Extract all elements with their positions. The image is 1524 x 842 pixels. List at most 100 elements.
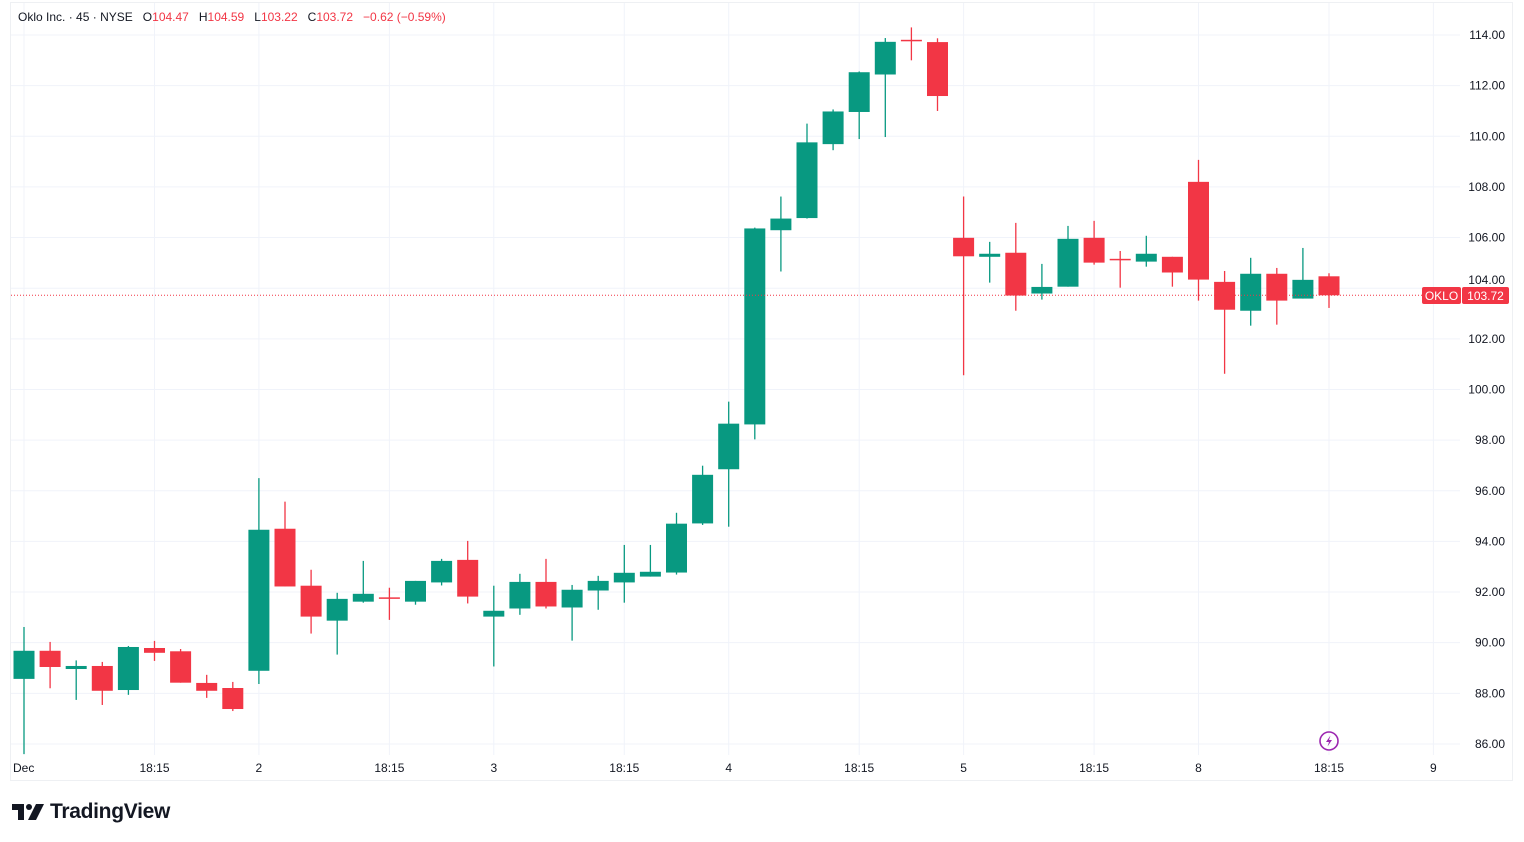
candle <box>613 544 635 603</box>
symbol-tag-bg <box>1422 287 1461 304</box>
change-value: −0.62 (−0.59%) <box>363 10 446 24</box>
last-price-tag: OKLO 103.72 <box>1422 287 1509 304</box>
x-tick-label: 18:15 <box>374 761 404 775</box>
candle <box>1109 250 1131 288</box>
open-value: 104.47 <box>152 10 189 24</box>
candle-body <box>979 253 1001 257</box>
candle <box>509 573 531 615</box>
candle <box>65 660 87 700</box>
x-tick-label: 18:15 <box>1314 761 1344 775</box>
candle <box>222 681 244 712</box>
close-label: C <box>307 10 317 24</box>
price-tag-bg <box>1462 287 1509 304</box>
y-tick-label: 86.00 <box>1475 737 1505 751</box>
price-tag: 103.72 <box>1467 289 1504 303</box>
candle <box>561 584 583 641</box>
candle-body <box>1240 273 1262 311</box>
candle-body <box>1031 286 1053 294</box>
x-tick-label: 18:15 <box>844 761 874 775</box>
x-tick-label: 2 <box>256 761 263 775</box>
x-tick-label: 18:15 <box>1079 761 1109 775</box>
exchange: NYSE <box>100 10 133 24</box>
x-tick-label: 18:15 <box>609 761 639 775</box>
candle <box>1161 256 1183 287</box>
candle <box>196 674 218 698</box>
candle-body <box>248 529 270 671</box>
candle <box>483 585 505 667</box>
candle-body <box>848 72 870 112</box>
brand-name: TradingView <box>50 800 171 823</box>
candle-body <box>953 237 975 257</box>
candle-body <box>561 589 583 608</box>
high-value: 104.59 <box>207 10 245 24</box>
candle-body <box>457 559 479 597</box>
candle-body <box>222 688 244 710</box>
x-tick-label: 18:15 <box>139 761 169 775</box>
y-tick-label: 114.00 <box>1469 28 1505 42</box>
close-value: 103.72 <box>316 10 354 24</box>
x-tick-label: 3 <box>490 761 497 775</box>
price-axis: 86.00 88.00 90.00 92.00 94.00 96.00 98.00 100.0… <box>1468 28 1505 751</box>
candle-body <box>300 585 322 617</box>
candle <box>770 196 792 272</box>
x-tick-label: 8 <box>1195 761 1202 775</box>
candle <box>848 71 870 140</box>
y-tick-label: 96.00 <box>1475 484 1505 498</box>
y-tick-label: 112.00 <box>1469 79 1505 93</box>
candle <box>874 38 896 138</box>
candle-body <box>1005 252 1027 296</box>
candle-body <box>144 647 165 653</box>
candle <box>457 540 479 604</box>
candle-body <box>822 111 844 145</box>
candle-body <box>117 646 139 691</box>
candle-body <box>796 142 818 219</box>
candle-body <box>874 41 896 75</box>
tradingview-logo[interactable]: TradingView <box>12 800 170 824</box>
candle <box>796 123 818 219</box>
candle <box>1188 159 1209 301</box>
candle-body <box>91 665 113 691</box>
y-tick-label: 102.00 <box>1468 332 1505 346</box>
lightning-icon[interactable] <box>1319 731 1339 751</box>
candle <box>13 626 35 755</box>
candle-body <box>196 682 218 691</box>
candle <box>1292 247 1314 299</box>
candle-body <box>1109 258 1131 261</box>
candle <box>587 575 609 610</box>
x-tick-label: 5 <box>960 761 967 775</box>
candle-body <box>744 228 766 425</box>
candle <box>953 196 975 376</box>
candles <box>13 27 1340 755</box>
candle-body <box>65 665 87 670</box>
candle <box>91 661 113 705</box>
candle <box>535 558 557 609</box>
y-tick-label: 104.00 <box>1468 273 1505 287</box>
candle-body <box>509 581 531 609</box>
y-tick-label: 100.00 <box>1468 382 1505 396</box>
chart-legend: Oklo Inc. · 45 · NYSE O104.47 H104.59 L1… <box>18 10 446 24</box>
candle-body <box>666 523 687 573</box>
candle <box>744 227 766 440</box>
tradingview-logo-icon <box>12 804 44 820</box>
candle-body <box>431 560 453 583</box>
chart-frame <box>10 2 1513 781</box>
candle-body <box>378 597 400 599</box>
candle <box>666 512 687 575</box>
candle-body <box>692 474 714 524</box>
candle <box>900 27 922 61</box>
candle-body <box>1161 256 1183 273</box>
candle <box>1135 235 1157 267</box>
candle <box>822 109 844 151</box>
candle <box>144 640 165 661</box>
low-value: 103.22 <box>260 10 298 24</box>
candle-body <box>1266 273 1288 301</box>
low-label: L <box>254 10 261 24</box>
y-tick-label: 98.00 <box>1475 433 1505 447</box>
candle-body <box>1057 238 1079 287</box>
candle-body <box>1135 253 1157 262</box>
symbol-name[interactable]: Oklo Inc. <box>18 10 66 24</box>
candle <box>300 569 322 634</box>
candle-body <box>587 580 609 591</box>
candle <box>405 580 426 605</box>
